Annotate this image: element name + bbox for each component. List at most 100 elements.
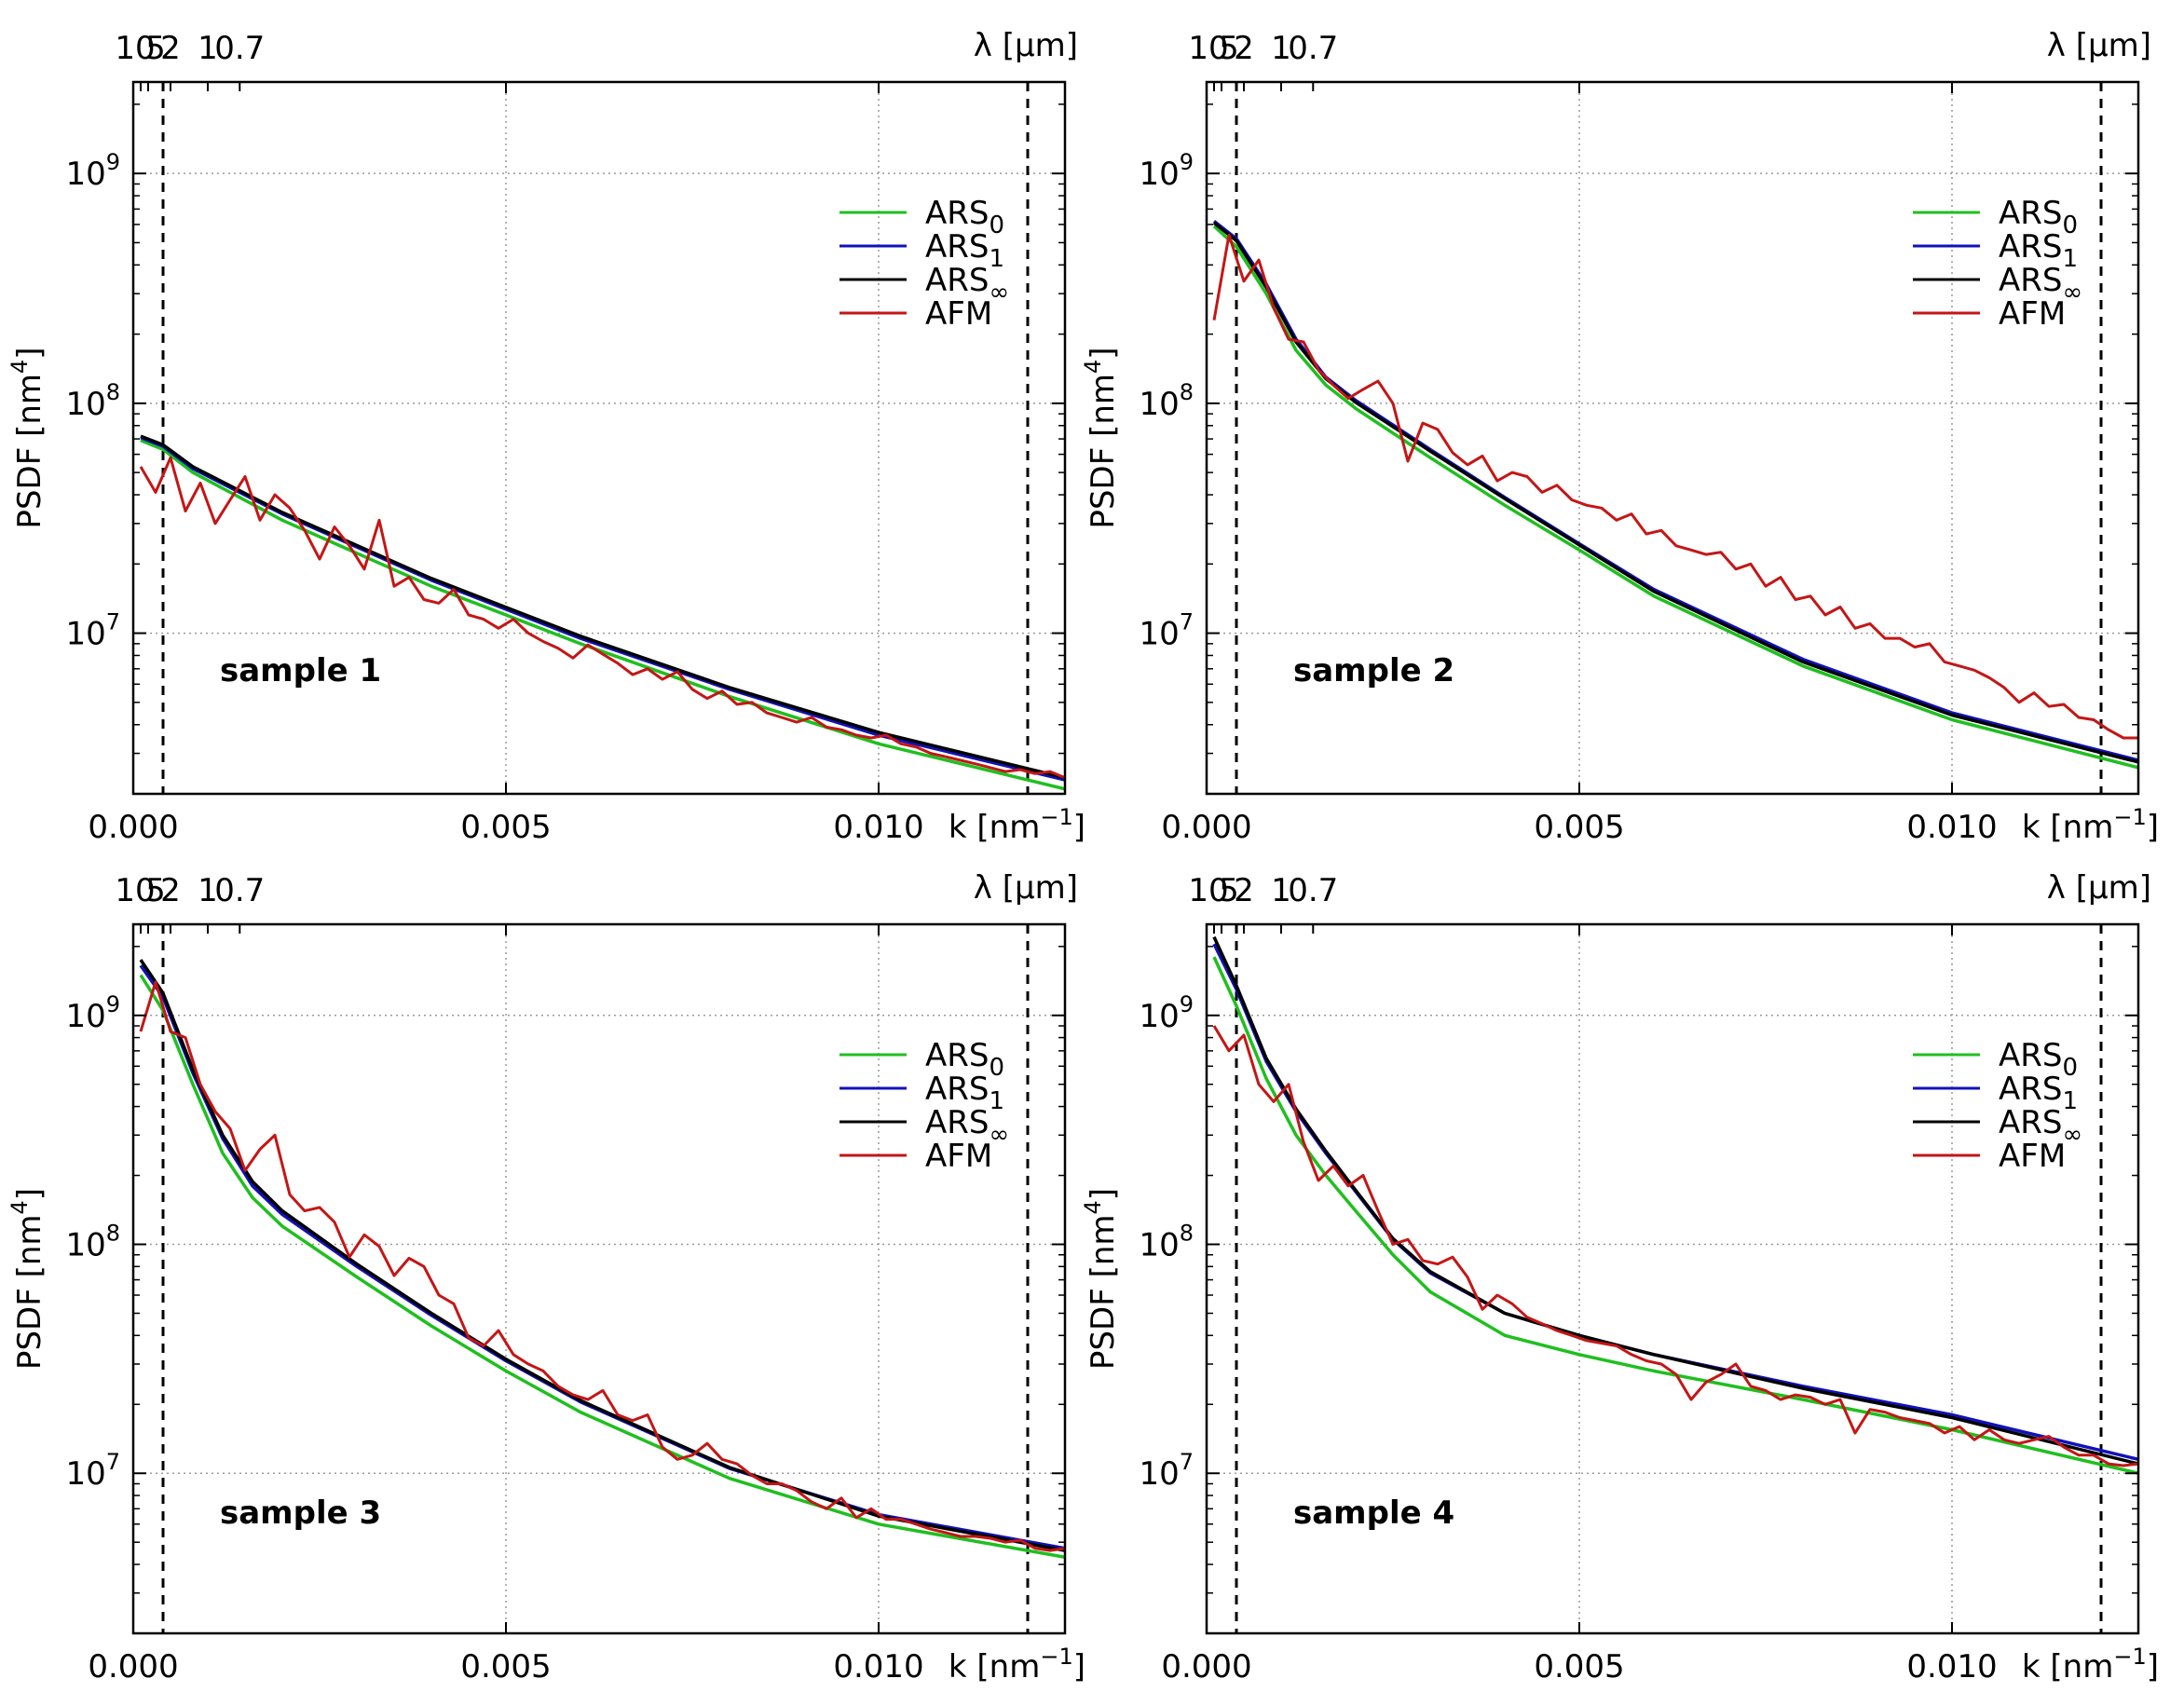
legend-entry: ARS∞ <box>1999 1104 2082 1149</box>
series-line-ars0 <box>1212 225 2138 770</box>
top-tick-label: 2 <box>1234 30 1254 67</box>
series-line-arsinf <box>1212 935 2138 1466</box>
legend-entry: ARS∞ <box>1999 262 2082 307</box>
sample-label: sample 1 <box>220 652 381 689</box>
series-line-afm <box>1212 1025 2138 1467</box>
legend-entry: AFM <box>1999 1138 2066 1175</box>
x-tick-label: 0.010 <box>833 1648 923 1686</box>
sample-label: sample 3 <box>220 1494 381 1532</box>
legend-entry: ARS∞ <box>925 262 1009 307</box>
y-tick-label: 108 <box>1139 379 1194 423</box>
y-tick-label: 109 <box>65 149 120 193</box>
top-tick-label: 1 <box>1271 872 1291 909</box>
plot-frame <box>1205 80 2140 796</box>
x-tick-label: 0.005 <box>1534 809 1624 846</box>
series-line-ars0 <box>139 974 1065 1560</box>
x-tick-label: 0.010 <box>833 809 923 846</box>
x-tick-label: 0.010 <box>1906 809 1997 846</box>
y-tick-label: 109 <box>1139 149 1194 193</box>
x-tick-label: 0.005 <box>1534 1648 1624 1686</box>
legend-entry: ARS1 <box>925 228 1004 273</box>
series-group <box>1212 220 2138 770</box>
y-axis-label: PSDF [nm4] <box>7 1188 48 1370</box>
series-group <box>139 434 1065 791</box>
top-tick-label: 1 <box>1271 30 1291 67</box>
series-line-arsinf <box>139 959 1065 1552</box>
legend-entry: ARS1 <box>925 1071 1004 1115</box>
top-tick-label: 5 <box>145 872 166 909</box>
x-tick-label: 0.000 <box>88 1648 178 1686</box>
y-tick-label: 107 <box>65 609 120 653</box>
series-line-ars1 <box>1212 943 2138 1462</box>
top-tick-label: 10 <box>115 872 155 909</box>
legend-entry: ARS0 <box>1999 195 2078 239</box>
series-line-arsinf <box>140 434 1065 780</box>
series-line-afm <box>1212 233 2138 740</box>
top-tick-label: 10 <box>115 30 155 67</box>
x-axis-label: k [nm−1] <box>2022 1644 2159 1686</box>
top-axis-label: λ [µm] <box>974 27 1078 64</box>
series-line-afm <box>139 980 1065 1552</box>
top-tick-label: 1 <box>198 872 218 909</box>
top-tick-label: 2 <box>160 872 181 909</box>
top-axis-label: λ [µm] <box>2047 27 2151 64</box>
x-tick-label: 0.010 <box>1906 1648 1997 1686</box>
x-tick-label: 0.000 <box>1161 1648 1251 1686</box>
top-tick-label: 0.7 <box>214 872 265 909</box>
top-tick-label: 10 <box>1188 30 1228 67</box>
legend-entry: ARS1 <box>1999 1071 2078 1115</box>
y-axis-label: PSDF [nm4] <box>1080 1188 1122 1370</box>
x-tick-label: 0.005 <box>460 1648 551 1686</box>
series-line-ars1 <box>140 435 1065 782</box>
legend-entry: ARS1 <box>1999 228 2078 273</box>
x-axis-label: k [nm−1] <box>949 1644 1085 1686</box>
y-tick-label: 107 <box>1139 609 1194 653</box>
legend-entry: AFM <box>1999 295 2066 333</box>
top-axis-label: λ [µm] <box>2047 869 2151 907</box>
y-tick-label: 109 <box>1139 991 1194 1035</box>
legend-entry: ARS∞ <box>925 1104 1009 1149</box>
top-tick-label: 10 <box>1188 872 1228 909</box>
plot-frame <box>1205 922 2140 1635</box>
legend-entry: ARS0 <box>1999 1037 2078 1082</box>
plot-frame <box>131 922 1067 1635</box>
legend-entry: ARS0 <box>925 1037 1004 1082</box>
y-tick-label: 107 <box>1139 1449 1194 1493</box>
series-line-ars0 <box>1212 956 2138 1475</box>
series-group <box>139 959 1065 1560</box>
x-tick-label: 0.000 <box>1161 809 1251 846</box>
x-tick-label: 0.000 <box>88 809 178 846</box>
top-tick-label: 5 <box>1219 30 1239 67</box>
x-axis-label: k [nm−1] <box>2022 804 2159 846</box>
top-tick-label: 0.7 <box>214 30 265 67</box>
x-axis-label: k [nm−1] <box>949 804 1085 846</box>
y-tick-label: 109 <box>65 991 120 1035</box>
series-line-afm <box>139 456 1065 780</box>
top-axis-label: λ [µm] <box>974 869 1078 907</box>
top-tick-label: 5 <box>1219 872 1239 909</box>
sample-label: sample 4 <box>1293 1494 1454 1532</box>
plot-frame <box>131 80 1067 796</box>
top-tick-label: 5 <box>145 30 166 67</box>
y-axis-label: PSDF [nm4] <box>7 347 48 528</box>
top-tick-label: 1 <box>198 30 218 67</box>
top-tick-label: 2 <box>1234 872 1254 909</box>
y-tick-label: 108 <box>1139 1221 1194 1264</box>
sample-label: sample 2 <box>1293 652 1454 689</box>
top-tick-label: 2 <box>160 30 181 67</box>
y-axis-label: PSDF [nm4] <box>1080 347 1122 528</box>
series-line-ars0 <box>140 438 1065 791</box>
legend-entry: ARS0 <box>925 195 1004 239</box>
y-tick-label: 107 <box>65 1449 120 1493</box>
legend-entry: AFM <box>925 1138 992 1175</box>
series-group <box>1212 935 2138 1475</box>
